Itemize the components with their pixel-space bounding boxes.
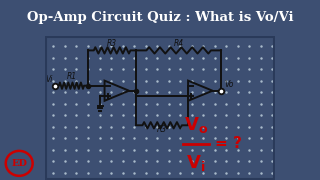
Text: R1: R1 — [66, 72, 76, 81]
Text: R3: R3 — [107, 39, 117, 48]
Text: Vi: Vi — [45, 75, 53, 84]
Text: Op-Amp Circuit Quiz : What is Vo/Vi: Op-Amp Circuit Quiz : What is Vo/Vi — [27, 12, 293, 24]
Text: R3: R3 — [157, 125, 167, 134]
Text: $\mathbf{V_o}$: $\mathbf{V_o}$ — [184, 115, 208, 135]
Text: $\mathbf{V_i}$: $\mathbf{V_i}$ — [186, 153, 206, 173]
Text: R4: R4 — [174, 39, 184, 48]
Text: ED: ED — [11, 159, 27, 168]
Text: = ?: = ? — [215, 136, 242, 152]
Text: Vo: Vo — [224, 80, 234, 89]
